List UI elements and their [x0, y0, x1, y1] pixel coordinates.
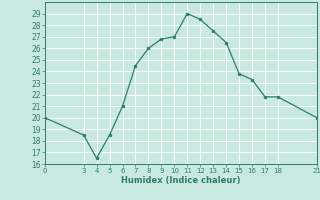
X-axis label: Humidex (Indice chaleur): Humidex (Indice chaleur)	[121, 176, 241, 185]
